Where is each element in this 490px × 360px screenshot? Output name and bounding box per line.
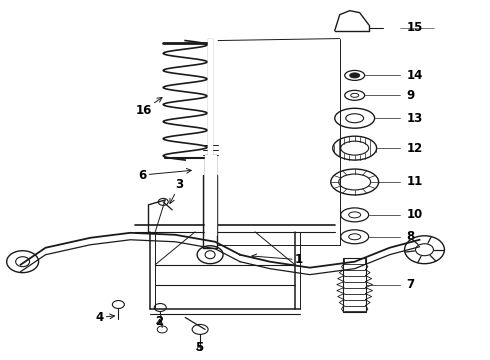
Text: 2: 2 [155,315,163,328]
Text: 9: 9 [407,89,415,102]
Bar [208,39,212,155]
Text: 14: 14 [407,69,423,82]
Text: 12: 12 [407,141,423,155]
Text: 15: 15 [407,21,423,34]
Text: 16: 16 [135,98,162,117]
Ellipse shape [350,73,360,78]
Bar [343,258,367,312]
Text: 1: 1 [252,253,303,266]
Text: 3: 3 [170,179,183,203]
Text: 6: 6 [138,168,191,181]
Bar [205,155,216,235]
Text: 7: 7 [407,278,415,291]
Text: 4: 4 [96,311,115,324]
Text: 11: 11 [407,175,423,189]
Text: 8: 8 [407,230,415,243]
Text: 5: 5 [195,341,203,354]
Text: 10: 10 [407,208,423,221]
Text: 13: 13 [407,112,423,125]
